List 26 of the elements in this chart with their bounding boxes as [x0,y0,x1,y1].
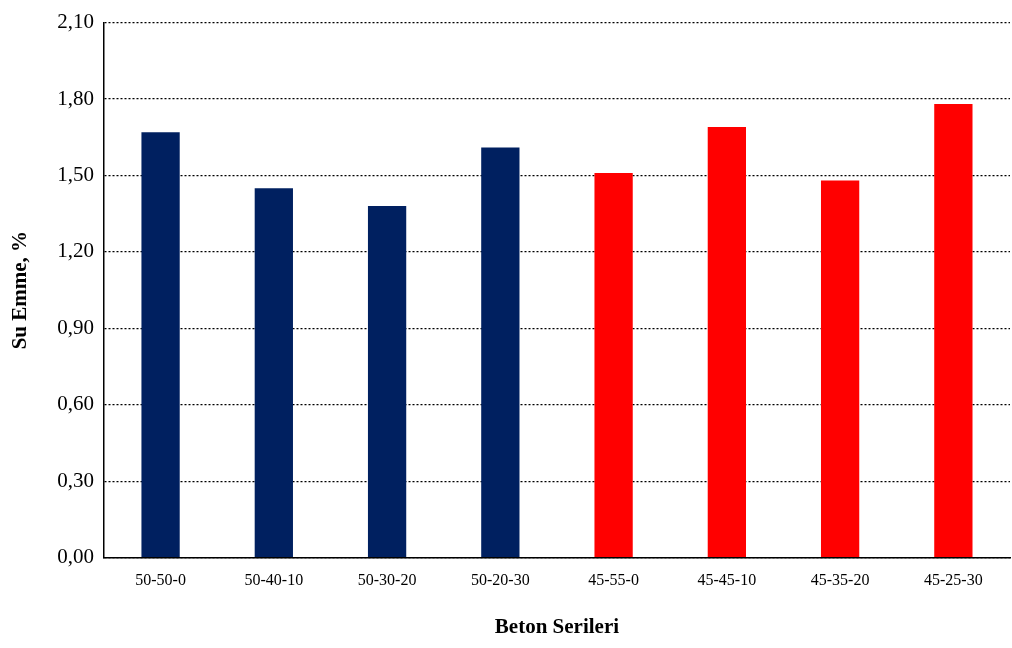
x-tick-label: 45-35-20 [810,571,870,589]
x-tick-label: 45-45-10 [697,571,757,589]
y-tick-label: 1,80 [57,85,94,110]
x-tick-label: 50-20-30 [471,571,530,589]
bar [367,206,407,557]
x-tick-label: 45-55-0 [588,571,639,589]
bar [481,147,520,557]
y-tick-label: 0,30 [57,467,94,492]
x-tick-label: 50-30-20 [357,571,417,589]
bar [594,172,633,557]
y-tick-label: 0,60 [57,391,94,416]
x-tick-label: 45-25-30 [924,571,983,589]
y-tick-label: 2,10 [57,9,94,34]
bar [707,127,746,557]
x-tick-label: 50-40-10 [244,571,304,589]
bar [254,188,293,557]
y-tick-label: 1,50 [57,161,94,186]
x-tick-label: 50-50-0 [135,571,186,589]
x-axis-title: Beton Serileri [494,613,620,638]
y-tick-label: 0,90 [57,314,94,339]
bar [141,132,180,557]
y-tick-label: 1,20 [57,238,94,263]
bar [934,104,973,557]
y-axis-title: Su Emme, % [7,230,32,350]
y-tick-label: 0,00 [57,544,94,569]
bar [820,180,860,557]
